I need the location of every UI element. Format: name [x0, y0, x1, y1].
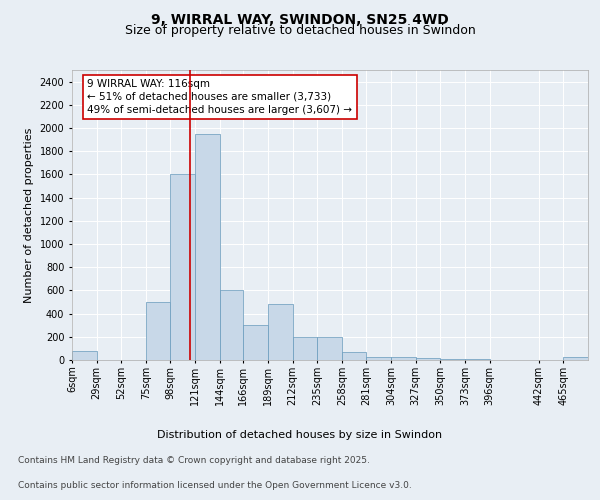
- Bar: [195, 134, 220, 360]
- Text: Contains public sector information licensed under the Open Government Licence v3: Contains public sector information licen…: [18, 481, 412, 490]
- Bar: [243, 325, 268, 360]
- Bar: [268, 304, 293, 360]
- Text: Distribution of detached houses by size in Swindon: Distribution of detached houses by size …: [157, 430, 443, 440]
- Text: 9, WIRRAL WAY, SWINDON, SN25 4WD: 9, WIRRAL WAY, SWINDON, SN25 4WD: [151, 12, 449, 26]
- Text: Contains HM Land Registry data © Crown copyright and database right 2025.: Contains HM Land Registry data © Crown c…: [18, 456, 370, 465]
- Bar: [317, 338, 342, 360]
- Bar: [72, 352, 97, 360]
- Text: Size of property relative to detached houses in Swindon: Size of property relative to detached ho…: [125, 24, 475, 37]
- Bar: [342, 352, 367, 360]
- Text: 9 WIRRAL WAY: 116sqm
← 51% of detached houses are smaller (3,733)
49% of semi-de: 9 WIRRAL WAY: 116sqm ← 51% of detached h…: [88, 78, 352, 115]
- Bar: [440, 359, 465, 360]
- Bar: [367, 356, 391, 360]
- Y-axis label: Number of detached properties: Number of detached properties: [24, 128, 34, 302]
- Bar: [391, 356, 416, 360]
- Bar: [170, 174, 195, 360]
- Bar: [416, 358, 440, 360]
- Bar: [293, 337, 317, 360]
- Bar: [563, 356, 588, 360]
- Bar: [146, 302, 170, 360]
- Bar: [220, 290, 243, 360]
